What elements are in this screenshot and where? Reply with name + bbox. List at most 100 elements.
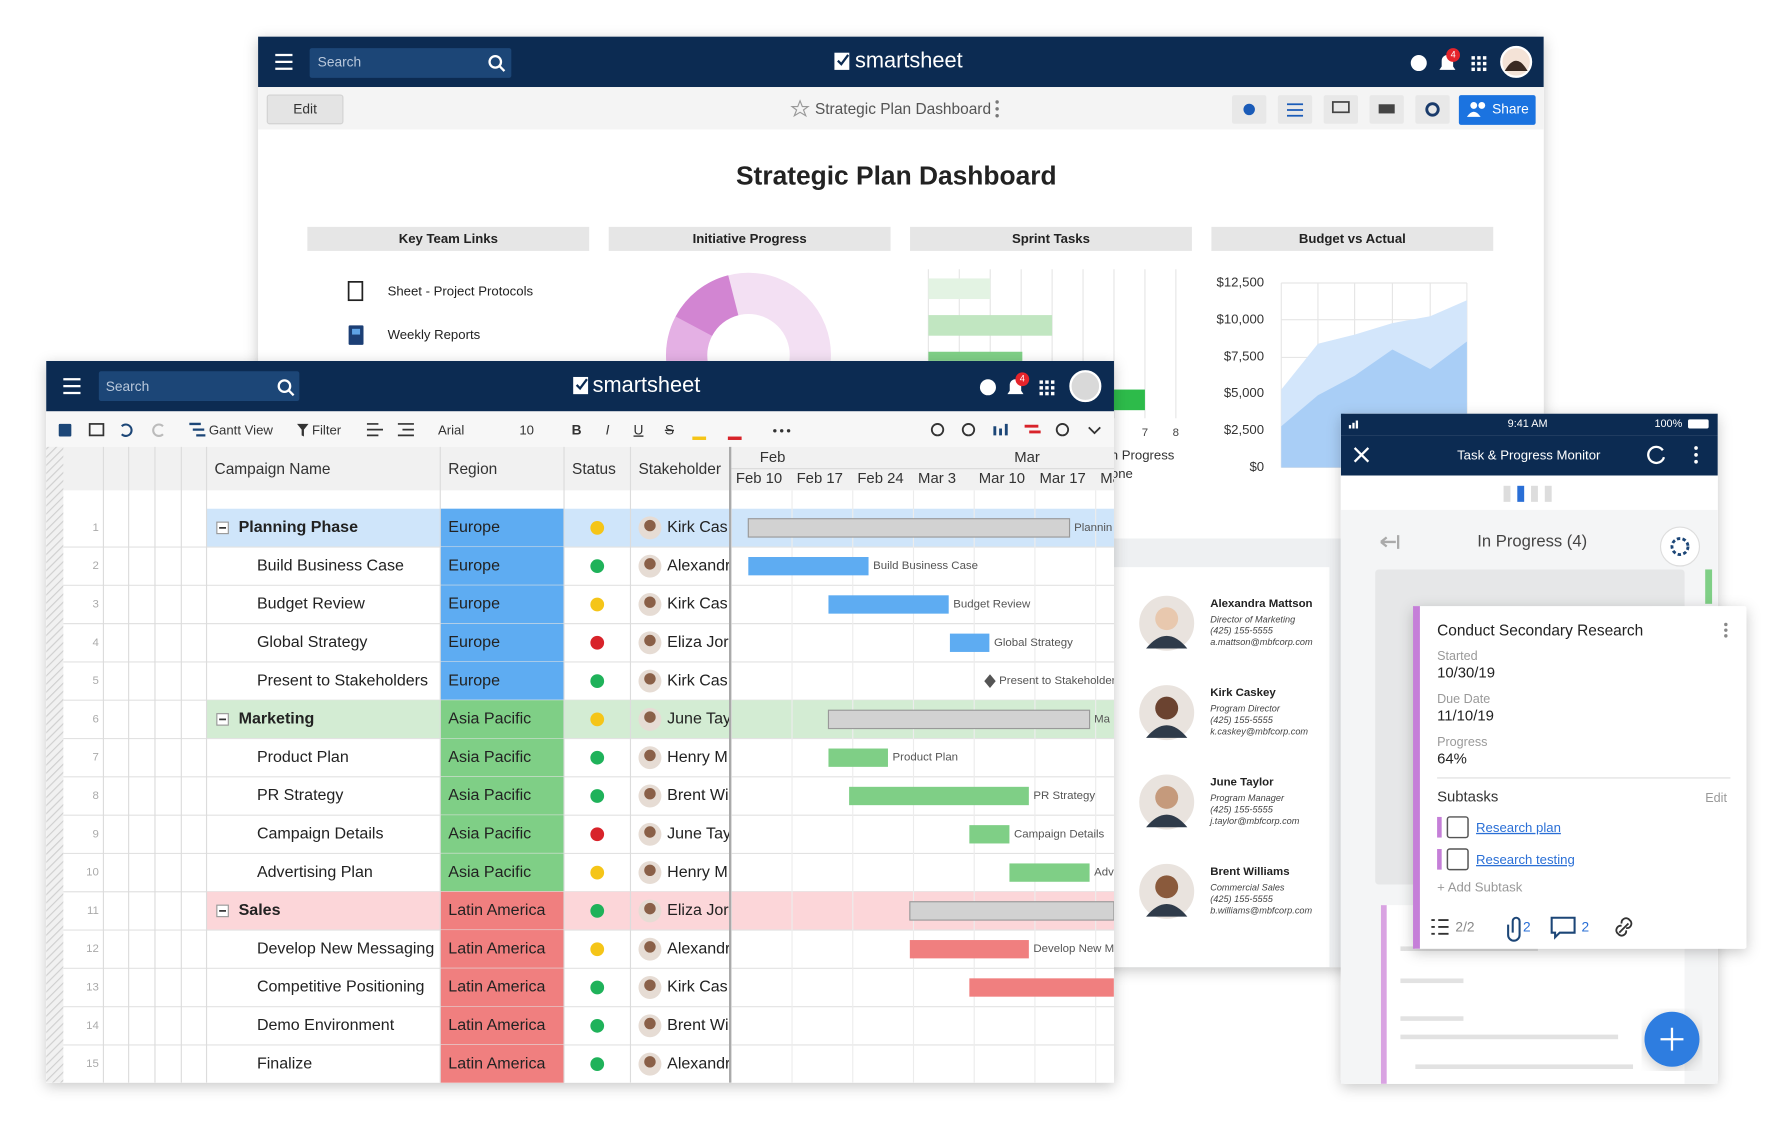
status-dot	[590, 712, 605, 727]
y-tick-label: $2,500	[1224, 422, 1264, 437]
gantt-chart: Plannin Build Business Case Budget Review G…	[731, 490, 1116, 1083]
status-dot	[590, 597, 605, 612]
settings-button[interactable]	[1415, 95, 1450, 124]
avatar[interactable]	[1069, 370, 1102, 403]
bar-label: Build Business Case	[873, 560, 978, 572]
edit-link[interactable]: Edit	[1705, 791, 1727, 805]
fill-color-button[interactable]	[692, 436, 707, 440]
filter-button[interactable]: Filter	[312, 422, 342, 437]
strike-button[interactable]: S	[665, 422, 674, 437]
redo-button[interactable]	[152, 423, 164, 437]
column-title: Stakeholder	[638, 461, 720, 478]
link[interactable]: Weekly Reports	[388, 327, 481, 342]
task-name: Demo Environment	[257, 1016, 395, 1034]
subtask-link[interactable]: Research plan	[1476, 820, 1561, 835]
link-icon[interactable]	[1615, 917, 1633, 937]
collapse-button[interactable]	[1088, 426, 1101, 435]
more-icon[interactable]	[995, 100, 999, 118]
font-selector[interactable]: Arial	[438, 422, 464, 437]
task-bar	[969, 825, 1010, 844]
row-number: 11	[87, 905, 99, 917]
subtasks-label: Subtasks	[1437, 789, 1498, 805]
stakeholder-cell: Kirk Cas	[638, 593, 728, 616]
zoom-in[interactable]	[961, 423, 976, 437]
stakeholder-name: Alexandr	[667, 1054, 731, 1072]
stakeholder-name: Brent Wi	[667, 1016, 728, 1034]
help-icon[interactable]	[979, 379, 996, 396]
indent-button[interactable]	[366, 423, 383, 437]
search-icon[interactable]	[488, 54, 506, 72]
bold-button[interactable]: B	[572, 422, 582, 437]
save-button[interactable]	[58, 423, 72, 437]
summary-bar	[827, 709, 1091, 730]
logo: smartsheet	[593, 372, 701, 397]
region-cell	[440, 661, 565, 701]
search-box[interactable]	[98, 371, 300, 402]
task-bar	[1009, 863, 1090, 882]
menu-icon[interactable]	[63, 378, 81, 395]
contact-body	[1146, 904, 1188, 917]
search-box[interactable]	[309, 48, 512, 78]
month-label: Feb	[760, 450, 786, 466]
apps-icon[interactable]	[1471, 56, 1487, 72]
subtask-link[interactable]: Research testing	[1476, 852, 1575, 867]
resource-button[interactable]	[993, 423, 1008, 436]
link[interactable]: Sheet - Project Protocols	[388, 284, 534, 299]
refresh-button[interactable]	[1647, 445, 1666, 465]
underline-button[interactable]: U	[634, 422, 644, 437]
bar-label: PR Strategy	[1033, 790, 1095, 802]
bar-label: Plannin	[1074, 522, 1112, 534]
legend-entry: In Progress	[1107, 448, 1175, 463]
back-button[interactable]	[1380, 535, 1400, 549]
row-number: 4	[92, 637, 99, 649]
toolbar-icons: B I U S	[58, 422, 1101, 440]
apps-icon[interactable]	[1039, 380, 1055, 396]
close-button[interactable]	[1353, 447, 1370, 463]
print-button[interactable]	[88, 423, 105, 437]
more-button[interactable]	[1694, 446, 1698, 464]
task-name: Campaign Details	[257, 825, 384, 843]
contact-email: k.caskey@mbfcorp.com	[1210, 727, 1308, 737]
stakeholder-face	[644, 979, 656, 991]
stakeholder-cell: Alexandr	[638, 937, 729, 961]
favorite-star[interactable]	[790, 99, 810, 118]
add-subtask[interactable]: + Add Subtask	[1437, 879, 1523, 894]
checkbox[interactable]	[1446, 848, 1469, 871]
menu-icon[interactable]	[275, 53, 293, 70]
checkbox[interactable]	[1446, 816, 1469, 839]
contact-phone: (425) 155-5555	[1210, 715, 1274, 725]
italic-button[interactable]: I	[606, 422, 610, 437]
critical-path-button[interactable]	[1024, 424, 1041, 434]
undo-button[interactable]	[121, 423, 133, 437]
bar-label: Ma	[1094, 713, 1111, 725]
zoom-out[interactable]	[930, 423, 945, 437]
region: Europe	[448, 633, 500, 651]
logo: smartsheet	[855, 48, 963, 73]
stakeholder-cell: Alexandr	[638, 554, 729, 578]
region: Europe	[448, 518, 500, 536]
edit-button[interactable]	[266, 94, 344, 125]
row-number: 8	[92, 790, 98, 802]
view-selector[interactable]: Gantt View	[209, 422, 274, 437]
share-label: Share	[1492, 102, 1529, 117]
stakeholder-face	[644, 558, 656, 570]
card-menu[interactable]	[1724, 622, 1728, 638]
more-button[interactable]	[773, 429, 791, 433]
share-button[interactable]	[1458, 95, 1536, 125]
search-icon[interactable]	[277, 379, 295, 397]
settings-button[interactable]	[1659, 526, 1701, 567]
outdent-button[interactable]	[397, 423, 414, 437]
bar-label: Present to Stakeholder	[999, 675, 1116, 687]
task-name: Global Strategy	[257, 633, 368, 651]
task-name: Build Business Case	[257, 556, 404, 574]
font-size-selector[interactable]: 10	[519, 422, 534, 437]
help-icon[interactable]	[1410, 54, 1427, 72]
settings-button[interactable]	[1055, 423, 1070, 437]
text-color-button[interactable]	[727, 436, 742, 440]
field-value: 64%	[1437, 752, 1467, 768]
link-icon	[348, 325, 364, 345]
region: Europe	[448, 671, 500, 689]
present-button[interactable]	[1323, 95, 1359, 124]
